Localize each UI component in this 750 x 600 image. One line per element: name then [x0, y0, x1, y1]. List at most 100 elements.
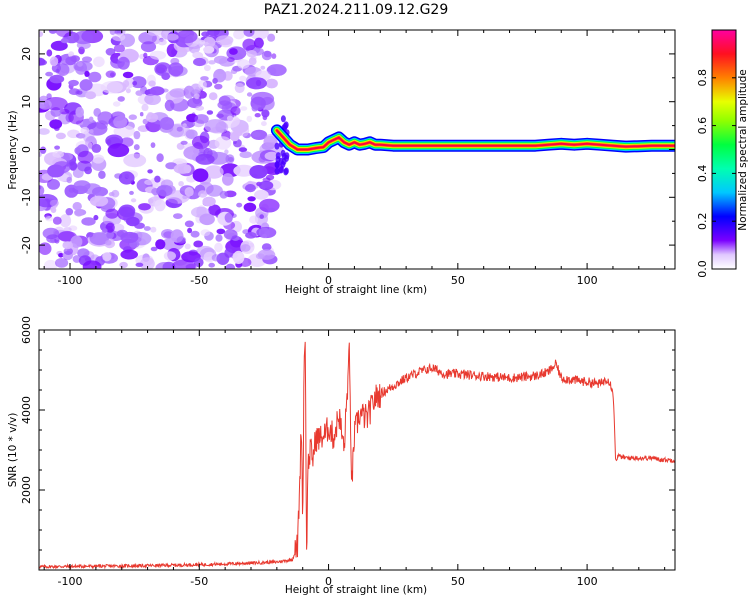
noise-blob [117, 96, 125, 102]
noise-blob [222, 173, 234, 186]
noise-blob [62, 241, 73, 250]
noise-blob [80, 126, 90, 135]
noise-blob [258, 180, 274, 191]
noise-blob [275, 156, 281, 164]
noise-blob [193, 57, 206, 67]
noise-blob [169, 88, 186, 98]
noise-blob [173, 163, 192, 174]
noise-blob [246, 115, 253, 123]
noise-blob [204, 119, 227, 133]
noise-blob [194, 257, 204, 268]
noise-blob [88, 71, 102, 83]
colorbar-frame [711, 29, 737, 270]
xtick-label: 50 [451, 274, 465, 287]
noise-blob [194, 93, 200, 100]
noise-blob [252, 131, 261, 137]
noise-blob [219, 190, 228, 199]
xtick-label: 0 [325, 274, 332, 287]
noise-blob [253, 37, 264, 49]
noise-blob [229, 132, 240, 142]
noise-blob [144, 179, 154, 186]
noise-blob [184, 187, 194, 197]
noise-blob [73, 30, 94, 45]
noise-blob [79, 79, 93, 91]
noise-blob [65, 56, 77, 66]
noise-blob [60, 38, 69, 44]
noise-blob [45, 71, 53, 77]
noise-blob [240, 244, 251, 252]
noise-blob [178, 181, 184, 187]
noise-blob [55, 68, 60, 74]
noise-blob [271, 53, 277, 59]
noise-blob [151, 188, 160, 196]
noise-blob [81, 217, 96, 226]
noise-blob [118, 171, 135, 185]
noise-blob [77, 248, 90, 258]
noise-blob [132, 81, 138, 86]
noise-blob [59, 214, 72, 228]
noise-blob [149, 50, 166, 60]
noise-blob [156, 153, 164, 163]
noise-blob [92, 154, 105, 164]
noise-blob [215, 234, 223, 242]
noise-blob [112, 101, 121, 107]
noise-blob [105, 48, 116, 56]
noise-blob [133, 144, 140, 151]
noise-blob [46, 234, 60, 244]
noise-blob [74, 61, 87, 75]
colorbar-tick-label: 0.0 [696, 260, 709, 278]
noise-blob [135, 90, 143, 96]
noise-blob [243, 30, 255, 37]
noise-blob [267, 33, 276, 42]
noise-blob [184, 243, 191, 250]
ytick-label: 0 [20, 146, 33, 153]
noise-blob [280, 115, 286, 123]
noise-blob [239, 124, 250, 137]
colorbar-gradient [712, 30, 736, 269]
noise-blob [207, 30, 220, 37]
noise-blob [199, 40, 206, 45]
spectrogram-xlabel: Height of straight line (km) [285, 284, 427, 296]
noise-blob [261, 121, 267, 127]
noise-blob [109, 30, 116, 35]
noise-blob [214, 242, 223, 253]
ytick-label: 4000 [20, 396, 33, 424]
noise-blob [262, 115, 268, 121]
noise-blob [102, 228, 108, 234]
noise-blob [55, 132, 66, 140]
noise-blob [119, 261, 128, 269]
noise-blob [139, 112, 144, 117]
noise-blob [54, 145, 60, 150]
colorbar-label: Normalized spectral amplitude [737, 69, 749, 230]
snr-panel: -100 -50 0 50 100 2000 4000 6000 Height of stra… [7, 316, 676, 596]
noise-blob [86, 232, 94, 238]
noise-blob [68, 88, 80, 95]
noise-blob [266, 174, 275, 181]
noise-blob [70, 235, 83, 248]
noise-blob [245, 232, 257, 239]
noise-blob [214, 136, 232, 150]
noise-blob [148, 198, 154, 204]
noise-blob [227, 157, 234, 162]
noise-blob [258, 227, 270, 238]
noise-blob [84, 166, 92, 175]
ytick-label: -20 [20, 236, 33, 254]
noise-blob [198, 80, 207, 90]
noise-blob [145, 30, 164, 36]
xtick-label: -100 [58, 575, 83, 588]
noise-blob [140, 257, 155, 269]
noise-blob [52, 150, 64, 158]
noise-blob [105, 240, 112, 246]
noise-blob [84, 70, 90, 77]
noise-blob [274, 161, 280, 169]
noise-blob [172, 259, 196, 269]
noise-blob [237, 59, 250, 69]
noise-blob [257, 249, 276, 260]
noise-blob [193, 240, 204, 248]
noise-blob [206, 110, 214, 115]
noise-blob [143, 52, 148, 58]
noise-blob [233, 164, 255, 177]
